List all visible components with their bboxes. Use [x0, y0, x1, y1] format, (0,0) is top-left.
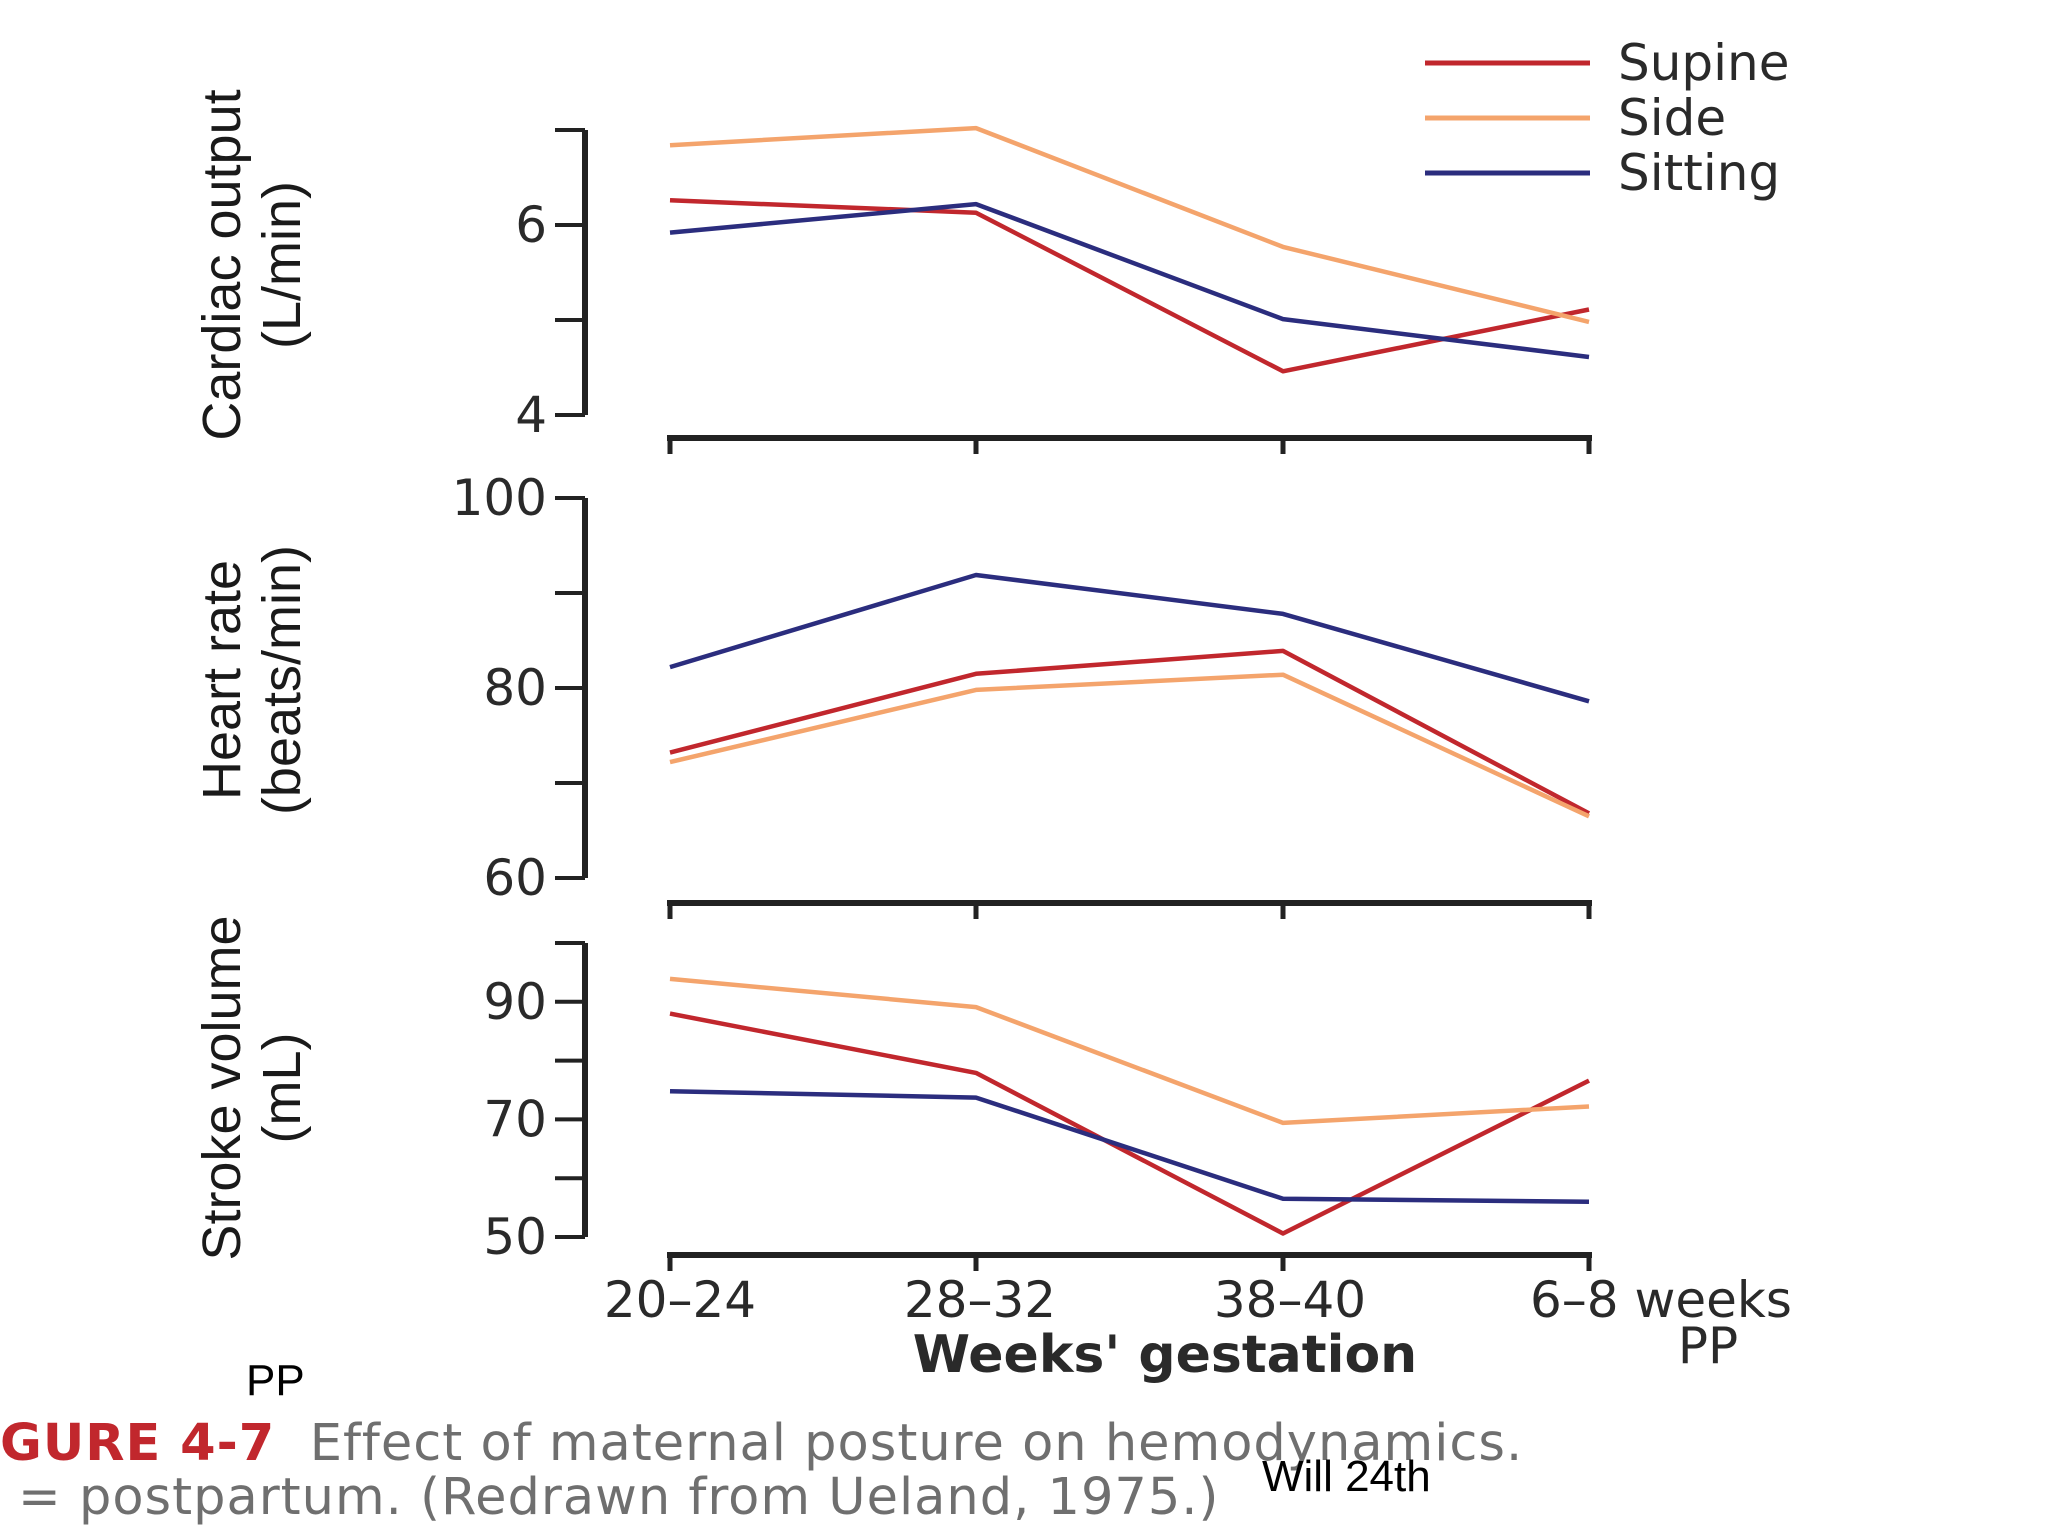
panel-2: 60 80 100 Heart rate(beats/min) — [192, 469, 1592, 919]
x-tick-label: 38–40 — [1214, 1271, 1366, 1329]
y-axis-title: Cardiac output(L/min) — [192, 89, 312, 440]
y-tick-label: 6 — [515, 196, 547, 254]
series-line-supine — [669, 648, 1591, 816]
series-line-supine — [669, 198, 1590, 374]
x-tick-label-pp: PP — [1678, 1317, 1738, 1375]
caption-text: Effect of maternal posture on hemodynami… — [309, 1414, 1524, 1473]
x-tick-label: 6–8 weeks — [1530, 1271, 1792, 1329]
panel-3: 50 70 90 Stroke volume(mL) — [192, 915, 1592, 1271]
y-tick-label: 4 — [515, 386, 547, 444]
legend-label-side: Side — [1618, 89, 1726, 147]
x-tick-label: 20–24 — [604, 1271, 756, 1329]
chart-panels: 4 6 Cardiac output(L/min) 60 80 100 Heart rate… — [192, 89, 1592, 1271]
figure-label: GURE 4-7 — [0, 1414, 276, 1473]
y-axis-title: Heart rate(beats/min) — [192, 545, 312, 815]
overlay-note: Will 24th — [1262, 1452, 1431, 1501]
y-tick-label: 80 — [483, 659, 547, 717]
series-line-side — [669, 125, 1590, 325]
y-tick-label: 60 — [483, 849, 547, 907]
series-line-side — [669, 976, 1590, 1126]
panel-1: 4 6 Cardiac output(L/min) — [192, 89, 1592, 454]
series-line-supine — [669, 1011, 1591, 1236]
x-axis-title: Weeks' gestation — [913, 1325, 1417, 1385]
y-tick-label: 70 — [483, 1090, 547, 1148]
series-line-side — [669, 672, 1590, 819]
x-tick-label: 28–32 — [904, 1271, 1056, 1329]
series-line-sitting — [669, 1088, 1590, 1204]
series-line-sitting — [669, 572, 1590, 704]
legend-label-sitting: Sitting — [1618, 144, 1780, 202]
y-tick-label: 50 — [483, 1208, 547, 1266]
pp-label: PP — [246, 1356, 305, 1405]
y-tick-label: 90 — [483, 973, 547, 1031]
figure-caption-line1: GURE 4-7 Effect of maternal posture on h… — [0, 1414, 1523, 1473]
y-axis-title: Stroke volume(mL) — [192, 915, 312, 1260]
y-tick-label: 100 — [452, 469, 547, 527]
legend-label-supine: Supine — [1618, 34, 1790, 92]
series-line-sitting — [669, 201, 1590, 360]
figure-caption-line2: = postpartum. (Redrawn from Ueland, 1975… — [18, 1468, 1220, 1527]
